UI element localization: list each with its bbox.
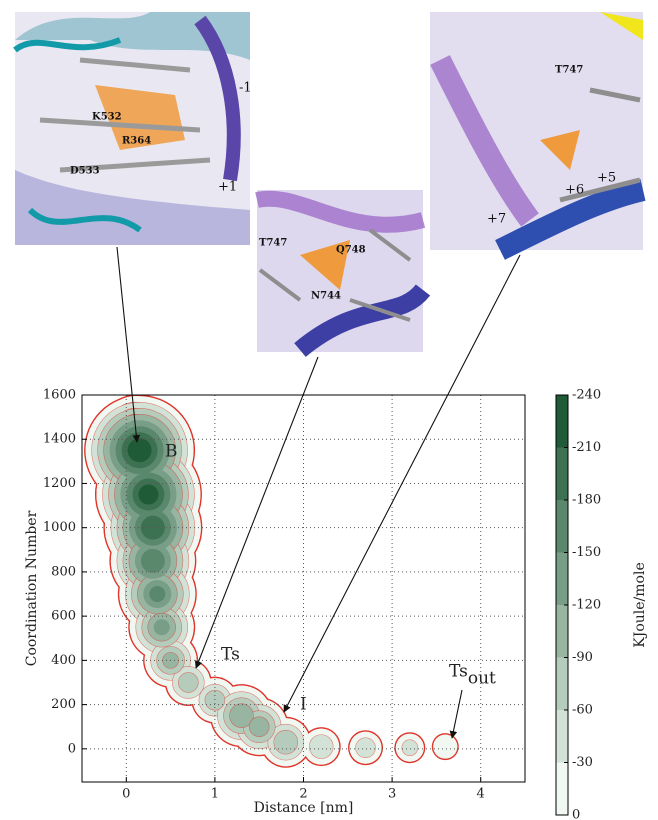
contour-level — [401, 739, 419, 757]
contour-level — [138, 484, 159, 505]
arrow — [283, 254, 521, 713]
x-tick-label: 0 — [122, 787, 130, 802]
inset-label: +5 — [597, 171, 616, 186]
inset-label: K532 — [92, 112, 122, 123]
colorbar-segment — [556, 710, 568, 763]
annotation: I — [300, 695, 307, 715]
contour-level — [140, 515, 165, 540]
contour-level — [178, 672, 199, 693]
contour-level — [355, 737, 376, 759]
annotation: Ts — [221, 645, 240, 665]
contour-level — [229, 703, 254, 728]
arrow — [449, 689, 463, 739]
y-tick-label: 0 — [68, 741, 76, 756]
colorbar-tick-label: -60 — [572, 703, 593, 718]
inset-label: N744 — [311, 291, 341, 302]
colorbar-tick-label: -30 — [572, 755, 593, 770]
arrow — [116, 246, 141, 443]
colorbar-tick-label: -120 — [572, 598, 601, 613]
x-tick-label: 4 — [477, 787, 485, 802]
inset-label: +7 — [487, 212, 506, 227]
inset-label: T747 — [259, 238, 287, 249]
y-tick-label: 800 — [51, 564, 76, 579]
inset-label: R364 — [122, 136, 151, 147]
y-tick-label: 1200 — [43, 476, 76, 491]
colorbar-segment — [556, 395, 568, 448]
contour-level — [127, 438, 152, 463]
contour-field — [84, 395, 459, 768]
colorbar-tick-label: -150 — [572, 545, 601, 560]
annotation: Ts — [449, 662, 468, 682]
inset-label: D533 — [70, 166, 100, 177]
contour-level — [140, 548, 165, 573]
inset-label: +1 — [218, 180, 237, 195]
contour-level — [149, 586, 166, 603]
arrow — [194, 356, 319, 669]
contour-level — [204, 689, 226, 711]
colorbar-tick-label: -240 — [572, 388, 601, 403]
colorbar-segment — [556, 500, 568, 553]
inset-label: +6 — [565, 183, 584, 198]
y-tick-label: 200 — [51, 697, 76, 712]
x-tick-label: 3 — [388, 787, 396, 802]
contour-level — [433, 734, 458, 759]
colorbar-tick-label: -90 — [572, 650, 593, 665]
annotation-subscript: out — [468, 669, 496, 689]
inset-image — [13, 12, 250, 245]
annotation: B — [165, 442, 178, 462]
contour-level — [308, 734, 334, 759]
colorbar-label: KJoule/mole — [632, 562, 648, 647]
x-tick-label: 1 — [211, 787, 219, 802]
inset-label: T747 — [555, 65, 583, 76]
contour-level — [248, 716, 270, 738]
y-axis-label: Coordination Number — [24, 510, 40, 666]
x-axis-label: Distance [nm] — [254, 800, 354, 816]
y-tick-label: 600 — [51, 609, 76, 624]
colorbar-tick-label: -180 — [572, 493, 601, 508]
colorbar-tick-label: -210 — [572, 440, 601, 455]
y-tick-label: 1400 — [43, 432, 76, 447]
colorbar-segment — [556, 552, 568, 605]
contour-level — [273, 729, 299, 755]
colorbar-tick-label: 0 — [572, 808, 580, 820]
contour-level — [153, 619, 170, 636]
y-tick-label: 400 — [51, 653, 76, 668]
colorbar-segment — [556, 762, 568, 815]
x-tick-label: 2 — [299, 787, 307, 802]
inset-label: Q748 — [336, 245, 366, 256]
inset-image — [430, 12, 646, 260]
inset-image — [255, 190, 431, 357]
y-tick-label: 1600 — [43, 388, 76, 403]
colorbar-segment — [556, 447, 568, 500]
inset-label: -1 — [239, 81, 252, 96]
y-tick-label: 1000 — [43, 520, 76, 535]
colorbar-segment — [556, 657, 568, 710]
colorbar-segment — [556, 605, 568, 658]
